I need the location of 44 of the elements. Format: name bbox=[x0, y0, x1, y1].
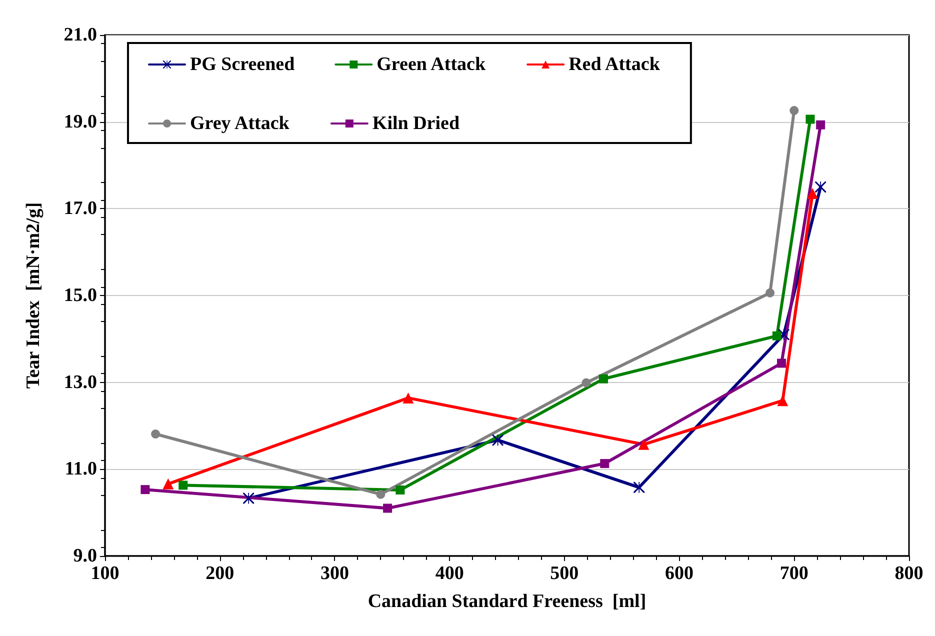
x-tick-label: 600 bbox=[665, 563, 694, 584]
point bbox=[178, 480, 188, 490]
x-axis-title: Canadian Standard Freeness [ml] bbox=[368, 591, 646, 612]
legend-label: Kiln Dried bbox=[372, 113, 460, 134]
point bbox=[807, 188, 818, 199]
point bbox=[492, 434, 504, 446]
point bbox=[766, 288, 775, 298]
y-tick-label: 17.0 bbox=[64, 198, 97, 220]
point bbox=[383, 504, 392, 513]
legend-label: Grey Attack bbox=[190, 113, 290, 134]
point bbox=[396, 486, 405, 495]
point bbox=[806, 114, 815, 124]
point bbox=[777, 395, 788, 406]
point bbox=[598, 374, 608, 384]
point bbox=[790, 106, 799, 116]
point bbox=[243, 492, 254, 504]
y-tick-label: 13.0 bbox=[64, 372, 97, 393]
x-tick-label: 800 bbox=[894, 563, 924, 584]
point bbox=[151, 430, 160, 438]
x-tick-label: 300 bbox=[320, 563, 349, 584]
point bbox=[772, 331, 782, 340]
y-tick-label: 21.0 bbox=[64, 24, 97, 46]
point bbox=[815, 181, 826, 192]
point bbox=[638, 438, 650, 450]
x-tick-label: 200 bbox=[206, 563, 234, 584]
point bbox=[376, 490, 386, 499]
point bbox=[582, 378, 591, 388]
y-tick-label: 19.0 bbox=[64, 111, 97, 132]
x-tick-label: 500 bbox=[550, 563, 579, 584]
y-tick-label: 11.0 bbox=[64, 458, 97, 480]
point bbox=[634, 482, 645, 493]
point bbox=[162, 478, 174, 490]
y-tick-label: 15.0 bbox=[64, 285, 97, 306]
point bbox=[140, 485, 150, 494]
point bbox=[600, 459, 610, 468]
legend-label: PG Screened bbox=[190, 54, 296, 75]
x-tick-label: 700 bbox=[780, 563, 808, 584]
x-tick-label: 400 bbox=[435, 563, 464, 584]
legend-label: Red Attack bbox=[568, 54, 660, 75]
legend-label: Green Attack bbox=[376, 54, 486, 75]
point bbox=[816, 120, 826, 130]
point bbox=[402, 392, 414, 404]
point bbox=[777, 358, 786, 368]
y-axis-title: Tear Index [mN·m2/g] bbox=[23, 202, 44, 389]
